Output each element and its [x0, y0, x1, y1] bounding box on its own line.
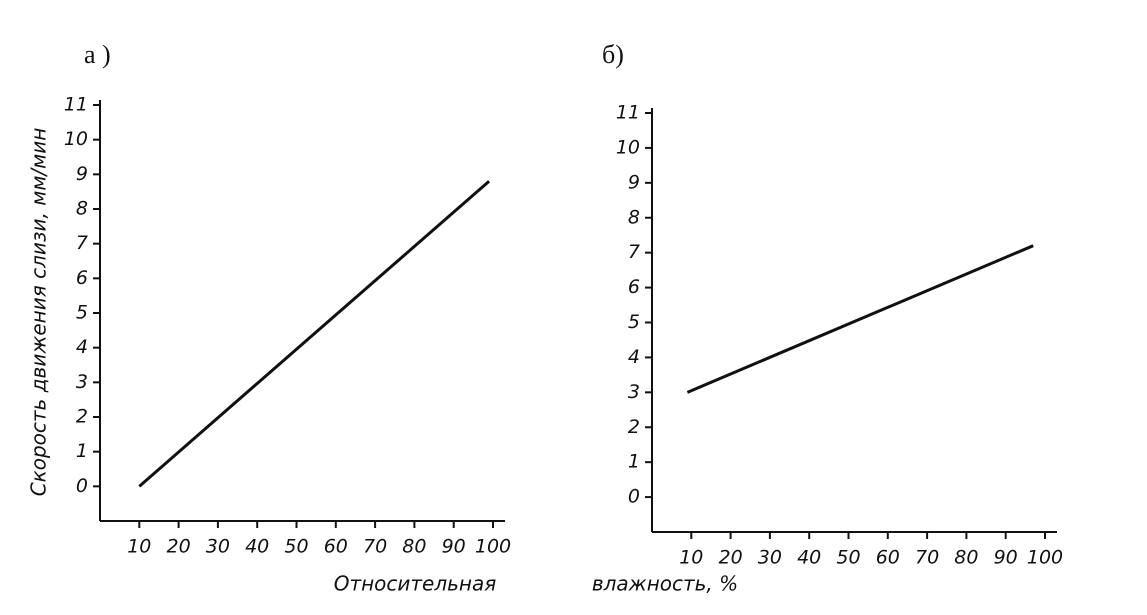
y-tick-label: 0: [76, 475, 88, 497]
x-axis-label: Относительная: [334, 572, 497, 596]
x-tick-label: 70: [363, 536, 387, 558]
x-tick-label: 60: [324, 536, 348, 558]
x-tick-label: 80: [954, 547, 978, 569]
x-tick-label: 70: [915, 547, 939, 569]
x-tick-label: 20: [719, 547, 743, 569]
x-tick-label: 50: [836, 547, 860, 569]
panel-title: б): [602, 40, 624, 69]
y-tick-label: 8: [76, 198, 88, 220]
x-tick-label: 20: [167, 536, 191, 558]
y-tick-label: 9: [76, 163, 88, 185]
y-tick-label: 4: [628, 346, 640, 368]
y-tick-label: 7: [76, 232, 88, 254]
y-tick-label: 1: [76, 440, 88, 462]
y-tick-label: 11: [64, 94, 88, 116]
y-tick-label: 7: [628, 241, 640, 263]
x-tick-label: 80: [402, 536, 426, 558]
x-tick-label: 90: [442, 536, 466, 558]
data-line: [138, 180, 491, 488]
x-tick-label: 100: [475, 536, 511, 558]
y-axis-label: Скорость движения слизи, мм/мин: [27, 128, 51, 497]
x-tick-label: 10: [679, 547, 703, 569]
x-tick-label: 100: [1027, 547, 1063, 569]
x-tick-label: 50: [284, 536, 308, 558]
y-tick-label: 10: [616, 136, 640, 158]
y-tick-label: 11: [616, 102, 640, 124]
y-tick-label: 9: [628, 171, 640, 193]
y-tick-label: 10: [64, 128, 88, 150]
y-tick-label: 3: [628, 381, 640, 403]
y-tick-label: 6: [76, 267, 88, 289]
x-axis-label: влажность, %: [592, 572, 738, 596]
data-line: [686, 244, 1034, 394]
x-tick-label: 30: [206, 536, 230, 558]
y-tick-label: 5: [76, 302, 88, 324]
panel-title: а ): [84, 40, 111, 69]
x-tick-label: 40: [245, 536, 269, 558]
y-tick-label: 4: [76, 336, 88, 358]
x-tick-label: 90: [994, 547, 1018, 569]
x-tick-label: 10: [127, 536, 151, 558]
y-tick-label: 2: [628, 416, 640, 438]
x-tick-label: 30: [758, 547, 782, 569]
x-tick-label: 40: [797, 547, 821, 569]
y-tick-label: 6: [628, 276, 640, 298]
y-tick-label: 8: [628, 206, 640, 228]
y-tick-label: 3: [76, 371, 88, 393]
y-tick-label: 1: [628, 451, 640, 473]
x-tick-label: 60: [876, 547, 900, 569]
y-tick-label: 0: [628, 486, 640, 508]
y-tick-label: 5: [628, 311, 640, 333]
y-tick-label: 2: [76, 406, 88, 428]
